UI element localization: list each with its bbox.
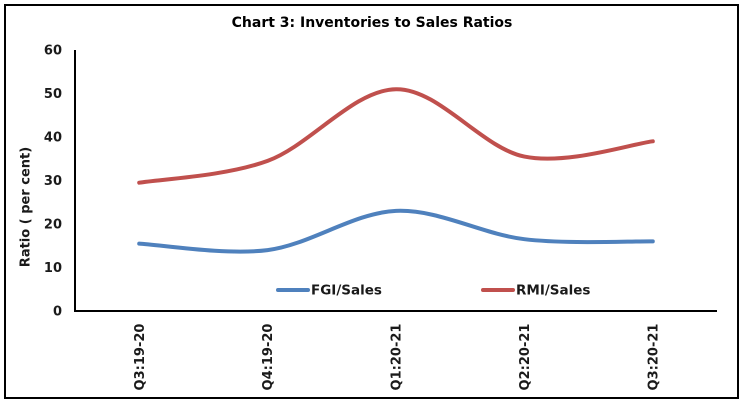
series-line-rmi-sales [137, 87, 655, 185]
y-tick-label: 40 [44, 131, 62, 146]
legend-label: RMI/Sales [516, 283, 590, 299]
y-tick-label: 60 [44, 44, 62, 59]
legend-label: FGI/Sales [311, 283, 382, 299]
x-tick-label: Q2:20-21 [518, 324, 533, 391]
x-tick-label: Q3:20-21 [646, 324, 661, 391]
y-tick-label: 10 [44, 261, 62, 276]
series-line-fgi-sales [137, 208, 655, 254]
x-tick-label: Q3:19-20 [133, 324, 148, 391]
y-tick-label: 30 [44, 174, 62, 189]
x-tick-label: Q1:20-21 [390, 324, 405, 391]
chart-title: Chart 3: Inventories to Sales Ratios [231, 15, 513, 31]
x-tick-label: Q4:19-20 [261, 324, 276, 391]
y-tick-label: 50 [44, 87, 62, 102]
y-tick-label: 0 [53, 305, 62, 320]
y-tick-label: 20 [44, 218, 62, 233]
